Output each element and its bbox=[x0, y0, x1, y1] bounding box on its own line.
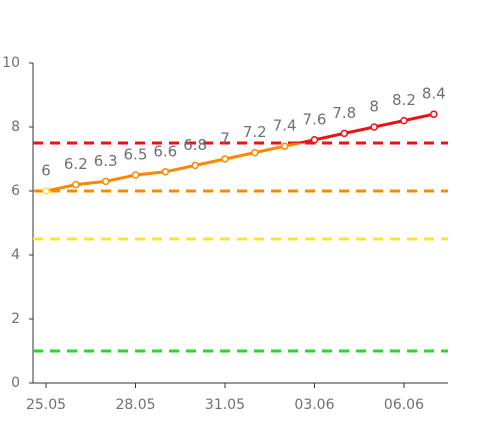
y-tick-label: 6 bbox=[11, 183, 20, 199]
x-tick-label: 03.06 bbox=[294, 397, 334, 413]
y-tick-label: 2 bbox=[11, 311, 20, 327]
value-label: 7 bbox=[220, 130, 230, 148]
point bbox=[370, 123, 378, 131]
point bbox=[161, 168, 170, 176]
line bbox=[45, 112, 435, 193]
point bbox=[42, 187, 50, 195]
value-label: 6.5 bbox=[124, 146, 148, 164]
value-label: 6.3 bbox=[94, 152, 118, 170]
point bbox=[101, 177, 110, 186]
point bbox=[191, 161, 199, 170]
point bbox=[131, 171, 140, 179]
value-label: 8.2 bbox=[392, 91, 416, 109]
point bbox=[280, 142, 289, 150]
value-label: 7.2 bbox=[243, 123, 267, 141]
y-tick-label: 4 bbox=[11, 247, 20, 263]
x-tick-label: 06.06 bbox=[384, 397, 424, 413]
point bbox=[310, 136, 319, 144]
y-tick-label: 8 bbox=[11, 119, 20, 135]
x-tick-label: 31.05 bbox=[205, 397, 245, 413]
x-tick-label: 28.05 bbox=[115, 397, 155, 413]
point bbox=[221, 155, 229, 163]
value-label: 7.6 bbox=[303, 110, 327, 128]
value-label: 7.8 bbox=[332, 104, 356, 122]
y-tick-label: 10 bbox=[2, 55, 20, 71]
point bbox=[251, 148, 259, 157]
x-tick-label: 25.05 bbox=[26, 397, 66, 413]
value-label: 6.2 bbox=[64, 155, 88, 173]
value-label: 6.8 bbox=[183, 136, 207, 154]
point bbox=[72, 180, 80, 189]
point bbox=[400, 116, 408, 125]
y-tick-label: 0 bbox=[11, 375, 20, 391]
point bbox=[430, 110, 438, 118]
value-label: 8 bbox=[369, 98, 379, 116]
point bbox=[340, 129, 349, 138]
value-label: 6 bbox=[41, 162, 51, 180]
value-label: 6.6 bbox=[153, 142, 177, 160]
value-label: 7.4 bbox=[273, 117, 297, 135]
value-label: 8.4 bbox=[422, 85, 446, 103]
